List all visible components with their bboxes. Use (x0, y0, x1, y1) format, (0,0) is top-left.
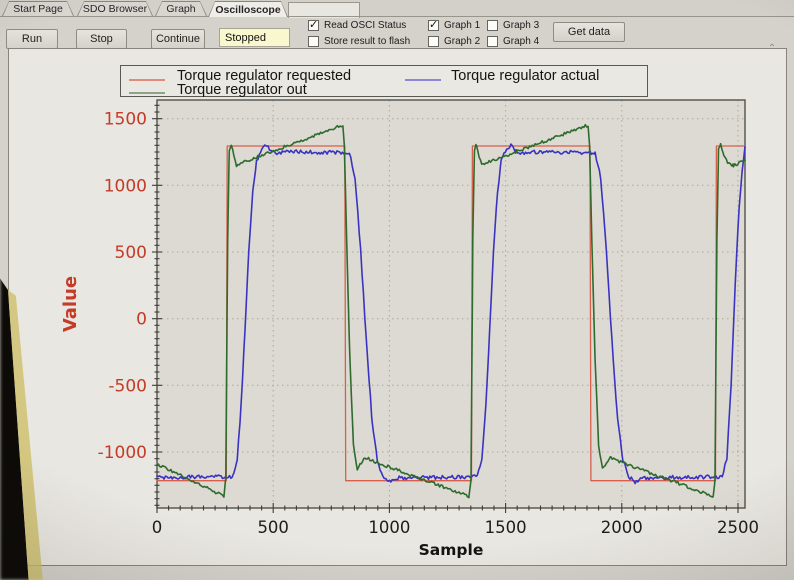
graph2-label: Graph 2 (444, 36, 481, 47)
tab-bar: Start Page SDO Browser Graph Oscilloscop… (0, 0, 794, 18)
tab-graph-label: Graph (156, 2, 206, 16)
continue-button[interactable]: Continue (151, 29, 205, 49)
oscilloscope-panel (8, 48, 787, 566)
graph2-checkbox[interactable] (428, 36, 439, 47)
read-osci-status-label: Read OSCI Status (324, 20, 407, 31)
tab-strip-divider (0, 16, 794, 17)
stop-button[interactable]: Stop (76, 29, 127, 49)
tab-start-page-label: Start Page (3, 2, 73, 16)
tab-oscilloscope[interactable]: Oscilloscope (208, 1, 288, 17)
read-osci-status-checkbox[interactable] (308, 18, 319, 31)
store-result-label: Store result to flash (324, 36, 411, 47)
chart-legend: Torque regulator requested Torque regula… (120, 65, 648, 98)
legend-line-requested (129, 79, 165, 81)
tab-oscilloscope-label: Oscilloscope (209, 2, 287, 17)
legend-line-actual (405, 79, 441, 81)
graph1-label: Graph 1 (444, 20, 481, 31)
tab-sdo-browser-label: SDO Browser (78, 2, 152, 16)
graph1-option: Graph 1 (428, 18, 481, 31)
graph1-checkbox[interactable] (428, 18, 439, 31)
legend-label-requested: Torque regulator requested (177, 68, 352, 84)
graph4-label: Graph 4 (503, 36, 540, 47)
graph3-option: Graph 3 (487, 20, 539, 31)
legend-label-out: Torque regulator out (177, 82, 307, 98)
run-button[interactable]: Run (6, 29, 58, 49)
store-result-checkbox[interactable] (308, 36, 319, 47)
graph2-option: Graph 2 (428, 36, 480, 47)
graph4-option: Graph 4 (487, 36, 539, 47)
legend-label-actual: Torque regulator actual (451, 68, 600, 84)
tab-sdo-browser[interactable]: SDO Browser (77, 1, 153, 16)
legend-line-out (129, 92, 165, 94)
tab-start-page[interactable]: Start Page (2, 1, 74, 16)
store-result-option: Store result to flash (308, 36, 410, 47)
read-osci-status-option: Read OSCI Status (308, 18, 407, 31)
status-field[interactable] (219, 28, 290, 47)
tab-graph[interactable]: Graph (155, 1, 207, 16)
tab-strip-spacer (288, 2, 360, 18)
graph3-label: Graph 3 (503, 20, 540, 31)
get-data-button[interactable]: Get data (553, 22, 625, 42)
graph3-checkbox[interactable] (487, 20, 498, 31)
graph4-checkbox[interactable] (487, 36, 498, 47)
